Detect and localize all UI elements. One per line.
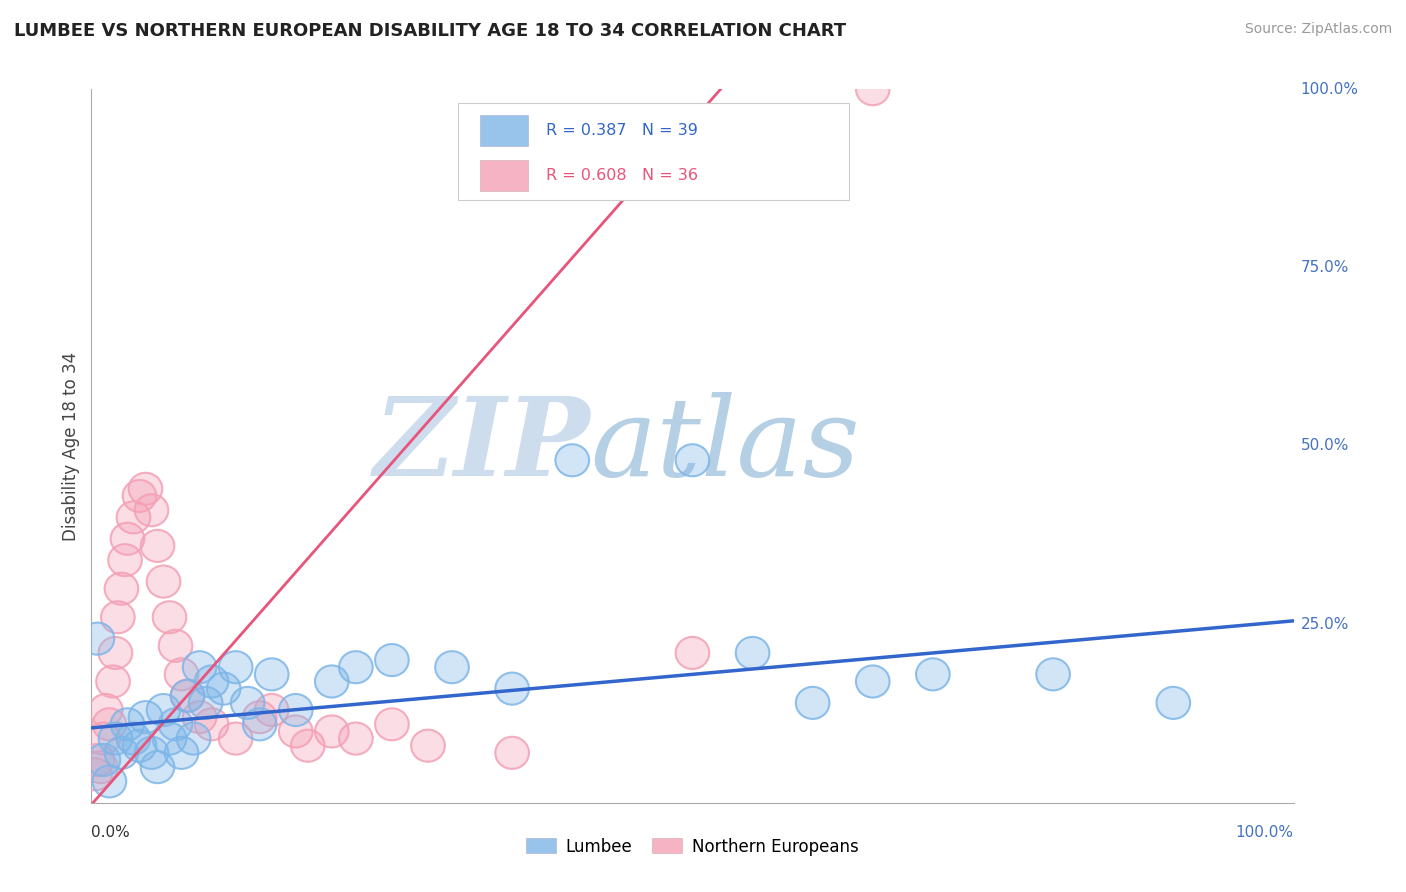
Ellipse shape	[153, 601, 187, 633]
Ellipse shape	[1036, 658, 1070, 690]
Ellipse shape	[188, 687, 222, 719]
Ellipse shape	[108, 544, 142, 576]
Ellipse shape	[278, 715, 312, 747]
Ellipse shape	[93, 708, 127, 740]
Ellipse shape	[98, 723, 132, 755]
Ellipse shape	[122, 480, 156, 512]
Ellipse shape	[129, 473, 162, 505]
Ellipse shape	[254, 658, 288, 690]
Ellipse shape	[291, 730, 325, 762]
Legend: Lumbee, Northern Europeans: Lumbee, Northern Europeans	[519, 831, 866, 863]
Text: ZIP: ZIP	[374, 392, 591, 500]
Ellipse shape	[153, 723, 187, 755]
FancyBboxPatch shape	[458, 103, 849, 200]
Text: atlas: atlas	[591, 392, 860, 500]
Ellipse shape	[93, 765, 127, 797]
Text: 100.0%: 100.0%	[1236, 825, 1294, 840]
Ellipse shape	[104, 573, 138, 605]
Ellipse shape	[219, 651, 253, 683]
Ellipse shape	[375, 708, 409, 740]
Ellipse shape	[411, 730, 444, 762]
Ellipse shape	[735, 637, 769, 669]
Ellipse shape	[243, 708, 277, 740]
Y-axis label: Disability Age 18 to 34: Disability Age 18 to 34	[62, 351, 80, 541]
Ellipse shape	[79, 758, 112, 790]
Ellipse shape	[254, 694, 288, 726]
Ellipse shape	[80, 623, 114, 655]
Text: 25.0%: 25.0%	[1301, 617, 1348, 632]
Ellipse shape	[495, 737, 529, 769]
Ellipse shape	[122, 730, 156, 762]
Ellipse shape	[170, 680, 204, 712]
Text: LUMBEE VS NORTHERN EUROPEAN DISABILITY AGE 18 TO 34 CORRELATION CHART: LUMBEE VS NORTHERN EUROPEAN DISABILITY A…	[14, 22, 846, 40]
Ellipse shape	[104, 737, 138, 769]
Ellipse shape	[87, 744, 121, 776]
Text: R = 0.387   N = 39: R = 0.387 N = 39	[546, 123, 697, 138]
Ellipse shape	[146, 694, 180, 726]
Ellipse shape	[917, 658, 949, 690]
Ellipse shape	[856, 73, 890, 105]
Ellipse shape	[117, 723, 150, 755]
Ellipse shape	[141, 530, 174, 562]
Ellipse shape	[183, 651, 217, 683]
Ellipse shape	[165, 658, 198, 690]
Ellipse shape	[375, 644, 409, 676]
Ellipse shape	[243, 701, 277, 733]
Ellipse shape	[495, 673, 529, 705]
Ellipse shape	[146, 566, 180, 598]
Ellipse shape	[87, 723, 121, 755]
Ellipse shape	[177, 723, 211, 755]
Ellipse shape	[135, 494, 169, 526]
Ellipse shape	[129, 701, 162, 733]
Text: Source: ZipAtlas.com: Source: ZipAtlas.com	[1244, 22, 1392, 37]
Ellipse shape	[159, 708, 193, 740]
Ellipse shape	[195, 708, 228, 740]
Ellipse shape	[219, 723, 253, 755]
Ellipse shape	[98, 637, 132, 669]
Ellipse shape	[84, 751, 118, 783]
Ellipse shape	[339, 723, 373, 755]
Ellipse shape	[796, 687, 830, 719]
Ellipse shape	[159, 630, 193, 662]
Ellipse shape	[676, 444, 709, 476]
Ellipse shape	[231, 687, 264, 719]
Ellipse shape	[111, 708, 145, 740]
Ellipse shape	[1157, 687, 1189, 719]
Text: 0.0%: 0.0%	[91, 825, 131, 840]
Ellipse shape	[117, 501, 150, 533]
Ellipse shape	[856, 665, 890, 698]
Text: 50.0%: 50.0%	[1301, 439, 1348, 453]
Text: R = 0.608   N = 36: R = 0.608 N = 36	[546, 169, 697, 183]
Text: 75.0%: 75.0%	[1301, 260, 1348, 275]
FancyBboxPatch shape	[479, 115, 527, 146]
Ellipse shape	[183, 701, 217, 733]
Ellipse shape	[339, 651, 373, 683]
Ellipse shape	[436, 651, 468, 683]
Ellipse shape	[101, 601, 135, 633]
Ellipse shape	[111, 523, 145, 555]
Ellipse shape	[676, 637, 709, 669]
Ellipse shape	[315, 715, 349, 747]
FancyBboxPatch shape	[479, 160, 527, 192]
Ellipse shape	[555, 444, 589, 476]
Ellipse shape	[278, 694, 312, 726]
Ellipse shape	[80, 744, 114, 776]
Ellipse shape	[135, 737, 169, 769]
Ellipse shape	[207, 673, 240, 705]
Ellipse shape	[96, 665, 129, 698]
Ellipse shape	[315, 665, 349, 698]
Ellipse shape	[141, 751, 174, 783]
Ellipse shape	[89, 694, 122, 726]
Ellipse shape	[165, 737, 198, 769]
Ellipse shape	[195, 665, 228, 698]
Text: 100.0%: 100.0%	[1301, 82, 1358, 96]
Ellipse shape	[170, 680, 204, 712]
